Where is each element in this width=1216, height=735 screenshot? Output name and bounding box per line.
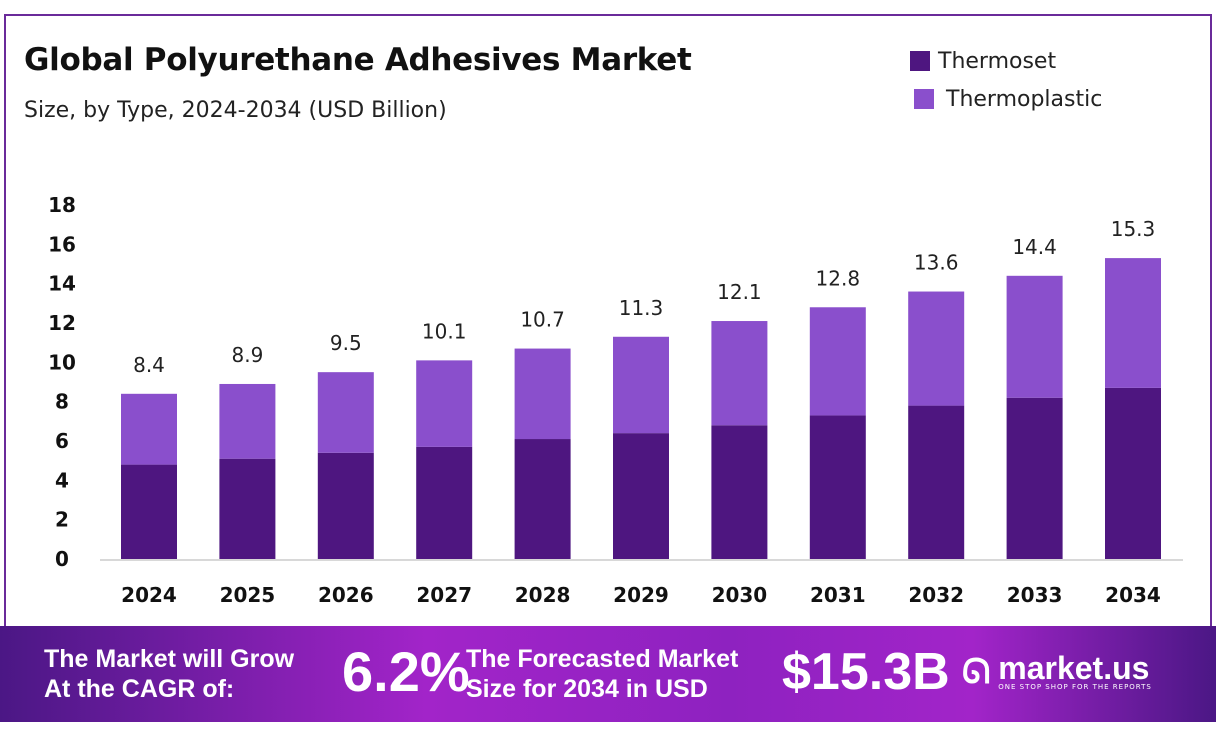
x-tick-label: 2033 [1007,583,1063,607]
bar-thermoplastic-2032 [908,291,965,406]
bar-thermoplastic-2024 [121,393,177,465]
data-label-total: 12.8 [816,266,861,290]
y-tick-label: 4 [55,468,69,492]
forecast-label: The Forecasted Market Size for 2034 in US… [466,645,739,703]
data-label-total: 15.3 [1111,217,1156,241]
bar-thermoset-2025 [219,458,276,559]
logo-mark-icon: ᘏ [962,652,991,692]
bar-thermoset-2031 [809,415,866,559]
x-tick-label: 2034 [1105,583,1161,607]
y-tick-label: 8 [55,390,69,414]
legend-swatch [914,89,934,109]
chart-title: Global Polyurethane Adhesives Market [24,42,692,78]
data-label-total: 10.7 [520,308,565,332]
bar-chart: 0 2 4 6 8 10 12 14 16 18 8.4 2024 8.9 2025 9.5 2026 10.1… [48,193,1183,607]
cagr-label: The Market will Grow At the CAGR of: [44,645,295,703]
data-label-total: 12.1 [717,280,762,304]
cagr-value: 6.2% [342,640,470,703]
bar-thermoplastic-2025 [219,383,276,459]
y-tick-label: 14 [48,272,76,296]
data-label-total: 13.6 [914,251,959,275]
data-label-total: 11.3 [619,296,664,320]
bar-thermoset-2026 [317,452,374,559]
data-label-total: 14.4 [1012,235,1057,259]
bar-thermoset-2030 [711,425,768,559]
x-tick-label: 2025 [220,583,276,607]
bar-thermoplastic-2027 [416,360,473,447]
bar-thermoplastic-2033 [1006,275,1063,398]
data-label-total: 9.5 [330,331,362,355]
x-tick-label: 2026 [318,583,374,607]
forecast-value: $15.3B [782,643,950,701]
logo-tagline: ONE STOP SHOP FOR THE REPORTS [998,683,1152,691]
x-tick-label: 2024 [121,583,177,607]
y-tick-label: 2 [55,508,69,532]
y-tick-label: 0 [55,547,69,571]
x-tick-label: 2032 [908,583,964,607]
market-us-logo: ᘏ market.us ONE STOP SHOP FOR THE REPORTS [962,652,1152,692]
bar-thermoset-2034 [1105,387,1161,559]
legend-swatch [910,51,930,71]
y-tick-label: 18 [48,193,76,217]
bar-thermoset-2033 [1006,397,1063,559]
bar-thermoplastic-2031 [809,307,866,416]
x-tick-label: 2027 [416,583,472,607]
bar-thermoset-2027 [416,446,473,559]
bar-thermoplastic-2029 [613,336,669,434]
logo-name: market.us [998,650,1150,686]
x-tick-label: 2031 [810,583,866,607]
y-tick-label: 10 [48,350,76,374]
legend-label: Thermoset [938,48,1057,74]
legend-label: Thermoplastic [946,86,1103,112]
bar-thermoplastic-2026 [317,372,374,453]
data-label-total: 8.9 [231,343,263,367]
bar-thermoset-2029 [613,433,669,559]
footer-banner: The Market will Grow At the CAGR of: 6.2%… [0,626,1216,722]
bar-thermoset-2024 [121,464,177,559]
bar-thermoset-2028 [514,439,571,559]
data-label-total: 8.4 [133,353,165,377]
x-tick-label: 2028 [515,583,571,607]
legend-item-thermoplastic: Thermoplastic [910,80,1102,118]
x-tick-label: 2030 [712,583,768,607]
y-tick-label: 16 [48,232,76,256]
y-tick-label: 6 [55,429,69,453]
chart-subtitle: Size, by Type, 2024-2034 (USD Billion) [24,98,447,123]
bar-thermoset-2032 [908,405,965,559]
y-tick-label: 12 [48,311,76,335]
bar-thermoplastic-2030 [711,321,768,426]
legend-item-thermoset: Thermoset [910,42,1102,80]
data-label-total: 10.1 [422,319,467,343]
bar-thermoplastic-2034 [1105,258,1161,388]
bar-thermoplastic-2028 [514,348,571,440]
x-tick-label: 2029 [613,583,669,607]
legend: Thermoset Thermoplastic [910,42,1102,118]
